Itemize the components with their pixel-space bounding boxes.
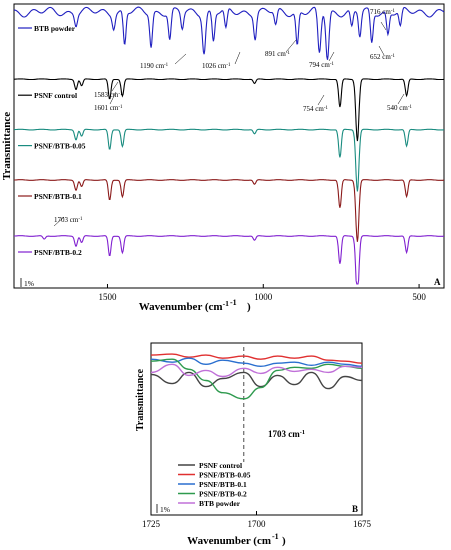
panel-b-letter: B [352, 504, 358, 514]
peak-label-540: 540 cm-1 [387, 104, 412, 112]
peak-leader-716 [380, 21, 387, 31]
series-line-0 [13, 6, 445, 60]
series-line-2 [13, 128, 444, 192]
peak-leader-1190 [174, 53, 187, 65]
peak-leader-794 [328, 51, 335, 62]
series-line-b-0 [150, 371, 363, 390]
x-tick-label-1000: 1000 [254, 292, 273, 302]
series-line-b-2 [150, 357, 363, 368]
peak-label-1190: 1190 cm-1 [140, 62, 169, 70]
y-axis-label-b: Transmittance [135, 368, 146, 431]
x-axis-label: Wavenumber (cm-1 [139, 299, 229, 314]
legend-b-label-3: PSNF/BTB-0.2 [199, 490, 247, 499]
legend-label-1: PSNF control [34, 91, 77, 100]
legend-b-label-0: PSNF control [199, 461, 242, 470]
x-tick-b-label-1675: 1675 [353, 519, 372, 529]
x-tick-b-label-1725: 1725 [142, 519, 161, 529]
legend-label-2: PSNF/BTB-0.05 [34, 142, 86, 151]
peak-leader-1703 [53, 216, 65, 227]
peak-label-754: 754 cm-1 [303, 105, 328, 113]
y-axis-label: Transmittance [1, 112, 13, 180]
peak-label-716: 716 cm-1 [370, 8, 395, 16]
peak-label-1026: 1026 cm-1 [202, 62, 231, 70]
peak-leader-1583 [111, 81, 119, 92]
scale-bar-label: 1% [24, 279, 34, 288]
legend-label-0: BTB powder [34, 24, 76, 33]
panel-a-frame [13, 3, 445, 289]
panel-a-letter: A [434, 277, 441, 287]
peak-leader-754 [317, 94, 325, 106]
x-axis-label-close: ) [247, 301, 251, 313]
legend-b-label-2: PSNF/BTB-0.1 [199, 480, 247, 489]
legend-label-3: PSNF/BTB-0.1 [34, 192, 82, 201]
legend-b-label-1: PSNF/BTB-0.05 [199, 471, 251, 480]
series-line-b-4 [150, 363, 363, 378]
peak-label-794: 794 cm-1 [309, 61, 334, 69]
peak-leader-540 [397, 93, 405, 105]
x-axis-label-b-sup: -1 [272, 532, 279, 541]
series-line-3 [13, 179, 444, 242]
series-line-1 [13, 78, 444, 142]
peak-leader-891 [285, 39, 297, 53]
peak-label-1583: 1583 cm-1 [94, 91, 123, 99]
x-tick-label-500: 500 [412, 292, 426, 302]
scale-bar-b-label: 1% [160, 505, 170, 514]
x-axis-label-b: Wavenumber (cm [187, 535, 271, 547]
x-tick-label-1500: 1500 [98, 292, 117, 302]
peak-leader-1601 [109, 91, 117, 105]
panel-a-chart: BTB powder PSNF control PSNF/BTB-0.05 PSNF/… [1, 3, 445, 314]
panel-b-frame [150, 342, 363, 516]
x-tick-b-label-1700: 1700 [248, 519, 267, 529]
peak-label-891: 891 cm-1 [265, 50, 290, 58]
series-line-4 [13, 235, 444, 285]
series-line-b-1 [150, 353, 363, 364]
series-line-b-3 [150, 358, 363, 400]
marker-label: 1703 cm-1 [268, 429, 305, 440]
peak-leader-1026 [234, 51, 241, 65]
peak-label-1703: 1703 cm-1 [54, 216, 83, 224]
peak-leader-652 [378, 45, 385, 56]
peak-label-1601: 1601 cm-1 [94, 104, 123, 112]
legend-label-4: PSNF/BTB-0.2 [34, 248, 82, 257]
x-axis-label-sup: -1 [230, 298, 237, 307]
peak-label-652: 652 cm-1 [370, 53, 395, 61]
x-axis-label-b-close: ) [282, 535, 286, 547]
legend-b-label-4: BTB powder [199, 499, 241, 508]
